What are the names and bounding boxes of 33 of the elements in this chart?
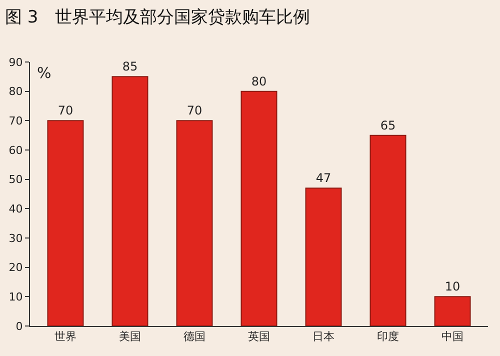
bar bbox=[305, 188, 342, 326]
data-label: 47 bbox=[316, 171, 332, 186]
y-tick-label: 40 bbox=[8, 202, 23, 216]
bar bbox=[240, 90, 278, 326]
bar bbox=[176, 120, 213, 326]
chart-title: 图 3 世界平均及部分国家贷款购车比例 bbox=[5, 8, 310, 28]
y-tick-label: 50 bbox=[8, 173, 23, 186]
x-tick-label: 美国 bbox=[118, 330, 141, 344]
x-tick-label: 德国 bbox=[183, 330, 206, 344]
data-label: 10 bbox=[444, 280, 460, 294]
y-tick-label: 70 bbox=[8, 114, 23, 128]
y-tick-label: 80 bbox=[8, 85, 23, 98]
x-tick-label: 印度 bbox=[377, 330, 400, 344]
x-tick-label: 世界 bbox=[54, 330, 76, 344]
data-label: 65 bbox=[380, 118, 396, 132]
y-tick-label: 20 bbox=[8, 261, 23, 274]
x-tick-label: 日本 bbox=[312, 330, 335, 344]
y-tick-label: 0 bbox=[16, 320, 23, 333]
y-tick-label: 60 bbox=[8, 144, 23, 157]
bar bbox=[112, 76, 148, 326]
bar bbox=[434, 296, 471, 326]
data-label: 85 bbox=[122, 60, 138, 74]
bar bbox=[47, 120, 84, 326]
y-tick-label: 30 bbox=[8, 232, 23, 245]
bar bbox=[370, 134, 406, 326]
y-axis-title: % bbox=[37, 64, 52, 82]
x-tick-label: 中国 bbox=[442, 330, 464, 344]
x-tick-label: 英国 bbox=[248, 330, 270, 344]
y-tick-label: 10 bbox=[8, 290, 23, 304]
y-tick-label: 90 bbox=[8, 56, 23, 69]
data-label: 70 bbox=[186, 104, 202, 118]
data-label: 80 bbox=[251, 74, 267, 88]
data-label: 70 bbox=[58, 104, 74, 118]
